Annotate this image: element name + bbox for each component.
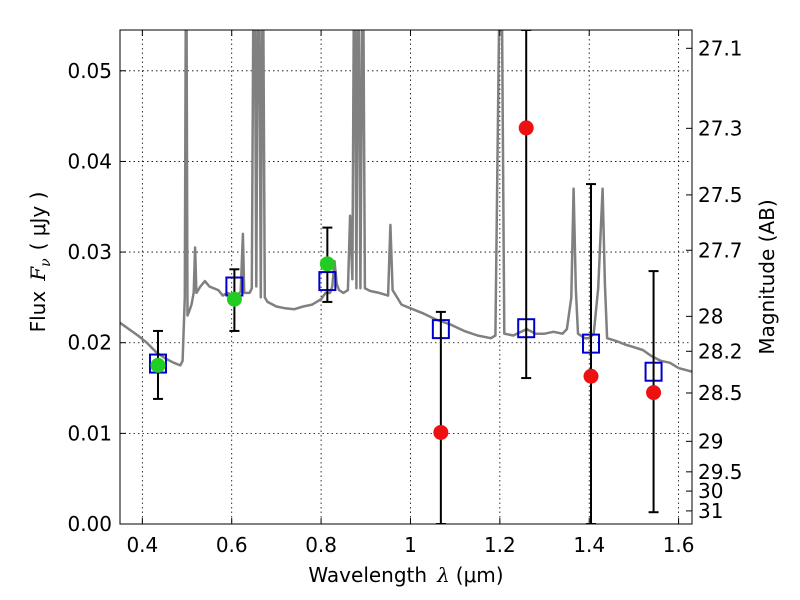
observed-flux-point [319,256,335,272]
magnitude-tick-label: 27.1 [698,36,743,60]
x-tick-label: 0.4 [126,533,158,557]
x-tick-label: 1.4 [573,533,605,557]
x-tick-label: 0.8 [305,533,337,557]
y-tick-label: 0.04 [67,149,112,173]
observed-flux-point [518,120,534,136]
observed-flux-point [226,291,242,307]
magnitude-tick-label: 28.2 [698,339,743,363]
x-tick-label: 1 [404,533,417,557]
magnitude-tick-label: 30 [698,479,723,503]
magnitude-tick-label: 28 [698,304,723,328]
y-tick-label: 0.03 [67,240,112,264]
y-tick-label: 0.05 [67,59,112,83]
magnitude-tick-label: 28.5 [698,381,743,405]
x-tick-label: 0.6 [216,533,248,557]
x-tick-label: 1.2 [484,533,516,557]
x-tick-label: 1.6 [663,533,695,557]
magnitude-tick-label: 27.7 [698,238,743,262]
magnitude-tick-label: 27.3 [698,116,743,140]
y-tick-label: 0.00 [67,512,112,536]
grid-lines [120,30,692,524]
magnitude-tick-label: 29 [698,429,723,453]
x-axis-label: Wavelength λ (μm) [308,563,503,587]
plot-area [120,30,692,524]
magnitude-axis-label: Magnitude (AB) [755,199,779,354]
observed-flux-point [150,357,166,373]
observed-flux-point [433,424,449,440]
magnitude-tick-label: 29.5 [698,460,743,484]
magnitude-tick-label: 27.5 [698,183,743,207]
model-spectrum-line [120,30,692,373]
y-axis-label: FluxFν( μJy ) [26,192,54,333]
y-tick-label: 0.02 [67,331,112,355]
plot-frame [119,29,693,525]
observed-flux-point [583,368,599,384]
observed-flux-point [646,385,662,401]
magnitude-tick-label: 31 [698,499,723,523]
y-tick-label: 0.01 [67,421,112,445]
